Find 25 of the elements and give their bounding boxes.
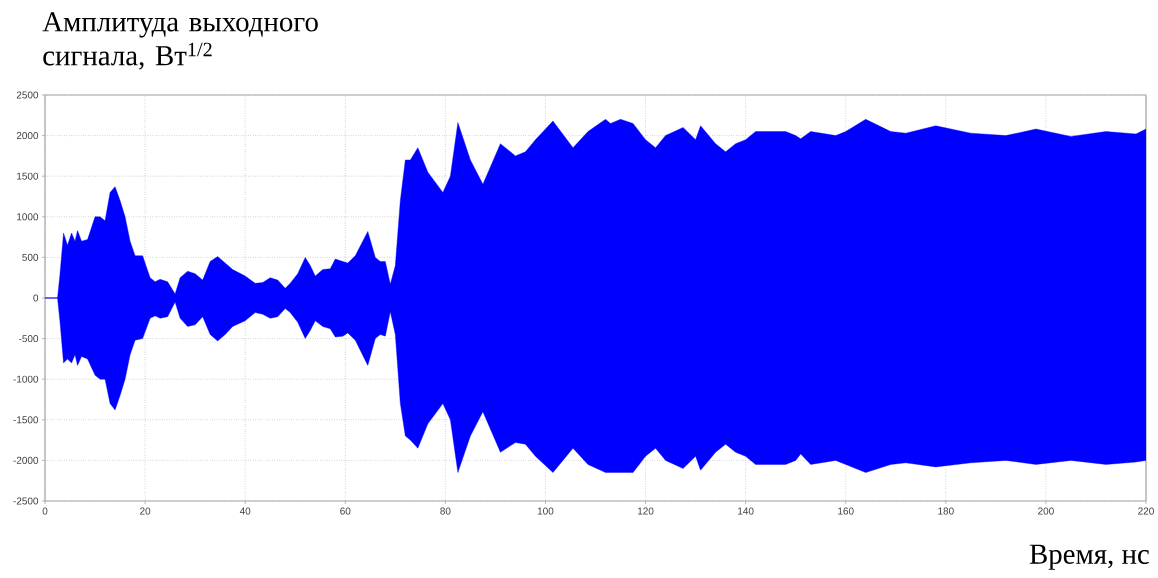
y-tick-label: 2000: [16, 132, 39, 140]
x-axis-title: Время, нс: [1029, 544, 1149, 570]
x-tick-label: 60: [340, 507, 351, 515]
x-tick-label: 20: [140, 507, 151, 515]
x-tick-label: 100: [537, 507, 554, 515]
y-tick-label: 500: [22, 253, 39, 261]
x-tick-label: 40: [239, 507, 251, 515]
y-tick-label: -1500: [13, 416, 39, 424]
x-tick-label: 180: [938, 507, 954, 515]
y-tick-label: 1000: [17, 213, 39, 221]
y-axis-title: Амплитуда выходного сигнала, Вт$^{1/2}$: [42, 12, 318, 70]
y-tick-label: 0: [33, 294, 39, 302]
x-tick-label: 0: [42, 507, 48, 515]
y-tick-label: 2500: [16, 91, 39, 99]
x-tick-label: 120: [638, 507, 654, 515]
y-tick-label: 1500: [17, 172, 39, 180]
y-tick-label: -2500: [13, 497, 39, 505]
y-tick-label: -500: [18, 335, 39, 343]
y-tick-label: -2000: [13, 456, 39, 464]
x-tick-label: 160: [838, 507, 854, 515]
x-tick-label: 140: [738, 507, 754, 515]
x-tick-label: 80: [440, 507, 451, 515]
x-tick-label: 200: [1038, 507, 1054, 515]
y-tick-label: -1000: [13, 375, 39, 383]
x-tick-label: 220: [1138, 507, 1154, 515]
